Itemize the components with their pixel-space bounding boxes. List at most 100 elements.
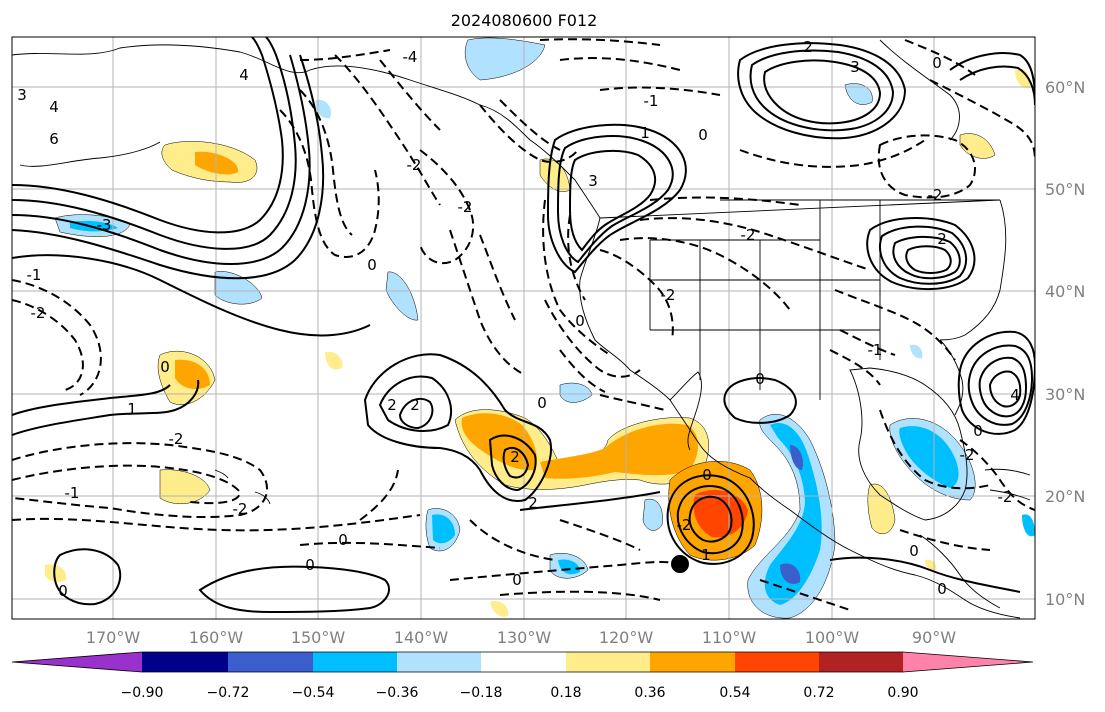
contour-label: -2 [677, 516, 692, 534]
lon-label: 160°W [189, 628, 244, 647]
contour-label: 0 [305, 556, 315, 574]
contour-label: 0 [537, 394, 547, 412]
lat-label: 30°N [1045, 385, 1085, 404]
contour-label: 4 [1010, 386, 1020, 404]
shade-positive [959, 133, 996, 159]
contour-label: -1 [644, 92, 659, 110]
shade-positive [175, 359, 210, 390]
colorbar-segment [313, 652, 397, 672]
lon-label: 90°W [912, 628, 956, 647]
contour-label: 0 [367, 256, 377, 274]
contour-label: -2 [928, 186, 943, 204]
contour-label: 0 [973, 422, 983, 440]
colorbar-tick-label: −0.54 [292, 685, 335, 701]
shade-negative [464, 37, 546, 81]
gridlines [12, 37, 1035, 619]
lat-label: 10°N [1045, 590, 1085, 609]
lon-label: 150°W [291, 628, 346, 647]
contour-label: 3 [17, 86, 27, 104]
colorbar-tick-label: 0.72 [803, 685, 834, 701]
lat-label: 50°N [1045, 180, 1085, 199]
contour-label: 2 [387, 396, 397, 414]
contour-label: -2 [31, 304, 46, 322]
lon-label: 170°W [86, 628, 141, 647]
colorbar-segment [397, 652, 481, 672]
map-frame [11, 36, 1036, 620]
storm-center-marker [671, 555, 689, 573]
contour-label: -1 [868, 341, 883, 359]
contour-label: -4 [403, 48, 418, 66]
shade-negative [432, 514, 455, 544]
dashed-contours [12, 38, 1035, 611]
shade-positive [45, 564, 67, 583]
contour-label: 6 [49, 130, 59, 148]
shade-negative [642, 498, 663, 531]
shade-positive [540, 423, 698, 479]
contour-label: 0 [937, 580, 947, 598]
colorbar-tick-label: 0.18 [550, 685, 581, 701]
colorbar-tick-label: 0.36 [634, 685, 665, 701]
shade-negative [214, 271, 263, 305]
shade-negative [844, 83, 873, 105]
lon-label: 140°W [394, 628, 449, 647]
contour-label: 3 [588, 172, 598, 190]
shade-negative [780, 563, 801, 585]
lon-label: 120°W [599, 628, 654, 647]
contour-label: 0 [512, 571, 522, 589]
shade-negative [385, 271, 419, 321]
shade-strong-positive [693, 490, 748, 538]
contour-label: 0 [909, 542, 919, 560]
lon-label: 130°W [497, 628, 552, 647]
colorbar-segment [735, 652, 819, 672]
latitude-labels: 60°N 50°N 40°N 30°N 20°N 10°N [1045, 78, 1085, 609]
figure-title: 2024080600 F012 [451, 11, 598, 30]
colorbar-ticks: −0.90 −0.72 −0.54 −0.36 −0.18 0.18 0.36 … [121, 685, 919, 701]
contour-label: -2 [169, 430, 184, 448]
colorbar-segment [650, 652, 735, 672]
contour-label: -2 [661, 286, 676, 304]
contour-label: 1 [640, 124, 650, 142]
longitude-labels: 170°W 160°W 150°W 140°W 130°W 120°W 110°… [86, 628, 956, 647]
colorbar-segment [228, 652, 313, 672]
contour-label: -1 [27, 266, 42, 284]
solid-contours [12, 37, 1035, 614]
contour-label: 0 [698, 126, 708, 144]
shade-positive [195, 151, 239, 175]
contour-label: -2 [407, 156, 422, 174]
contour-label: 2 [510, 448, 520, 466]
shade-negative [1022, 514, 1035, 537]
contour-label: -2 [998, 488, 1013, 506]
shade-negative [790, 444, 804, 470]
contour-label: 0 [702, 466, 712, 484]
shade-positive [159, 469, 211, 505]
colorbar-tick-label: 0.54 [719, 685, 750, 701]
contour-label: 4 [49, 98, 59, 116]
lon-label: 110°W [702, 628, 757, 647]
contour-label: 0 [932, 54, 942, 72]
shade-negative [559, 382, 593, 403]
colorbar-tick-label: −0.72 [207, 685, 250, 701]
colorbar-extend-high [903, 652, 1033, 672]
contour-labels: 3 4 6 -1 -2 -3 4 -2 -2 0 -4 3 1 0 2 3 -1… [17, 38, 1020, 600]
shaded-fields [45, 37, 1035, 619]
contour-label: 0 [575, 312, 585, 330]
contour-label: 1 [701, 546, 711, 564]
shade-negative [764, 423, 822, 605]
contour-label: 1 [127, 400, 137, 418]
coastlines [12, 39, 1031, 619]
lat-label: 40°N [1045, 282, 1085, 301]
colorbar-outline [11, 651, 1034, 673]
shade-negative [899, 426, 959, 488]
shade-negative [910, 344, 923, 359]
contour-label: 2 [937, 230, 947, 248]
colorbar-tick-label: 0.90 [887, 685, 918, 701]
lat-label: 20°N [1045, 487, 1085, 506]
contour-label: 0 [58, 582, 68, 600]
contour-label: 0 [755, 370, 765, 388]
colorbar-tick-label: −0.18 [460, 685, 503, 701]
contour-label: -2 [233, 500, 248, 518]
contour-label: 2 [410, 396, 420, 414]
shade-positive [461, 413, 537, 471]
